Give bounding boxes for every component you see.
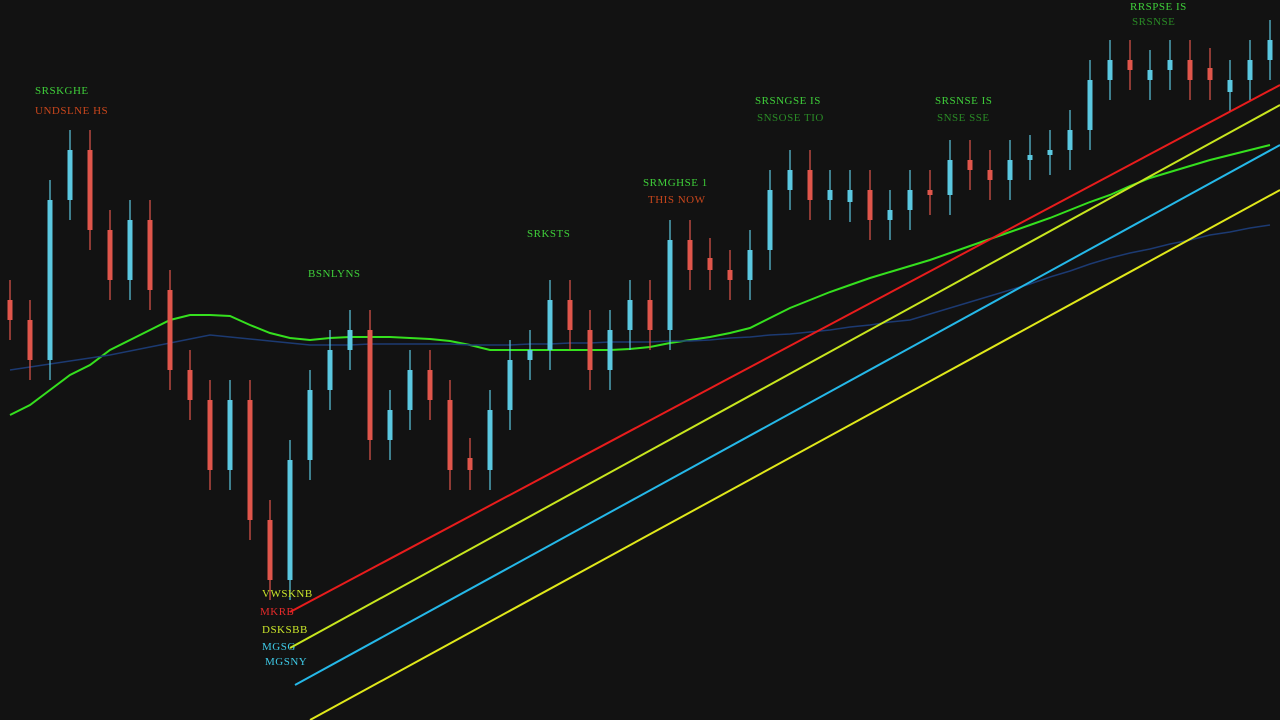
- candle-body: [207, 400, 213, 470]
- candle-body: [807, 170, 813, 200]
- candle-body: [687, 240, 693, 270]
- candle-body: [147, 220, 153, 290]
- candle-body: [667, 240, 673, 330]
- candle-body: [1047, 150, 1053, 155]
- candle-body: [367, 330, 373, 440]
- candle-body: [447, 400, 453, 470]
- candle-body: [1207, 68, 1213, 80]
- annotation: VWSKNB: [262, 588, 313, 600]
- trend-line: [289, 104, 1280, 649]
- candle-body: [527, 350, 533, 360]
- candle-body: [27, 320, 33, 360]
- annotation: SRSKGHE: [35, 85, 89, 97]
- moving-average: [9, 224, 1271, 371]
- annotation: SNSE SSE: [937, 112, 990, 124]
- annotation: MGSG: [262, 641, 296, 653]
- candle-body: [1267, 40, 1273, 60]
- candle-body: [1187, 60, 1193, 80]
- candle-body: [7, 300, 13, 320]
- candle-body: [427, 370, 433, 400]
- candle-body: [507, 360, 513, 410]
- candle-body: [267, 520, 273, 580]
- candle-body: [867, 190, 873, 220]
- candle-body: [787, 170, 793, 190]
- candle-body: [227, 400, 233, 470]
- annotation: SRMGHSE 1: [643, 177, 708, 189]
- candle-body: [87, 150, 93, 230]
- candle-body: [707, 258, 713, 270]
- candle-body: [1007, 160, 1013, 180]
- candle-body: [247, 400, 253, 520]
- candle-body: [747, 250, 753, 280]
- candle-body: [1227, 80, 1233, 92]
- candle-body: [647, 300, 653, 330]
- candle-body: [387, 410, 393, 440]
- candle-body: [947, 160, 953, 195]
- candle-body: [1107, 60, 1113, 80]
- candle-body: [347, 330, 353, 350]
- candle-body: [847, 190, 853, 202]
- candle-body: [107, 230, 113, 280]
- annotation: DSKSBB: [262, 624, 308, 636]
- candle-body: [127, 220, 133, 280]
- annotation: MKRB: [260, 606, 295, 618]
- candle-body: [1067, 130, 1073, 150]
- candle-body: [627, 300, 633, 330]
- candle-body: [1087, 80, 1093, 130]
- candle-body: [547, 300, 553, 350]
- candle-body: [987, 170, 993, 180]
- candle-body: [307, 390, 313, 460]
- candle-body: [1167, 60, 1173, 70]
- candle-body: [1027, 155, 1033, 160]
- candle-body: [1127, 60, 1133, 70]
- candle-body: [567, 300, 573, 330]
- candle-body: [727, 270, 733, 280]
- candle-body: [407, 370, 413, 410]
- trend-line: [309, 189, 1280, 720]
- candle-body: [467, 458, 473, 470]
- candle-body: [607, 330, 613, 370]
- annotation: BSNLYNS: [308, 268, 361, 280]
- annotation: SRSNSE: [1132, 16, 1176, 28]
- candle-body: [1247, 60, 1253, 80]
- candle-body: [167, 290, 173, 370]
- candle-body: [67, 150, 73, 200]
- candle-body: [187, 370, 193, 400]
- trend-line: [289, 84, 1280, 613]
- annotation: SRSNSE IS: [935, 95, 993, 107]
- candle-body: [767, 190, 773, 250]
- candle-body: [967, 160, 973, 170]
- annotation: THIS NOW: [648, 194, 706, 206]
- candle-body: [887, 210, 893, 220]
- moving-average: [9, 144, 1271, 416]
- candle-body: [587, 330, 593, 370]
- annotation: UNDSLNE HS: [35, 105, 109, 117]
- annotation: SRKSTS: [527, 228, 571, 240]
- annotation: MGSNY: [265, 656, 308, 668]
- candle-body: [827, 190, 833, 200]
- annotation: RRSPSE IS: [1130, 1, 1187, 13]
- candle-body: [287, 460, 293, 580]
- trend-line: [294, 144, 1280, 686]
- candle-body: [487, 410, 493, 470]
- candle-body: [907, 190, 913, 210]
- candle-body: [1147, 70, 1153, 80]
- annotation: SNSOSE TIO: [757, 112, 824, 124]
- candle-body: [327, 350, 333, 390]
- candle-body: [927, 190, 933, 195]
- annotation: SRSNGSE IS: [755, 95, 821, 107]
- candle-body: [47, 200, 53, 360]
